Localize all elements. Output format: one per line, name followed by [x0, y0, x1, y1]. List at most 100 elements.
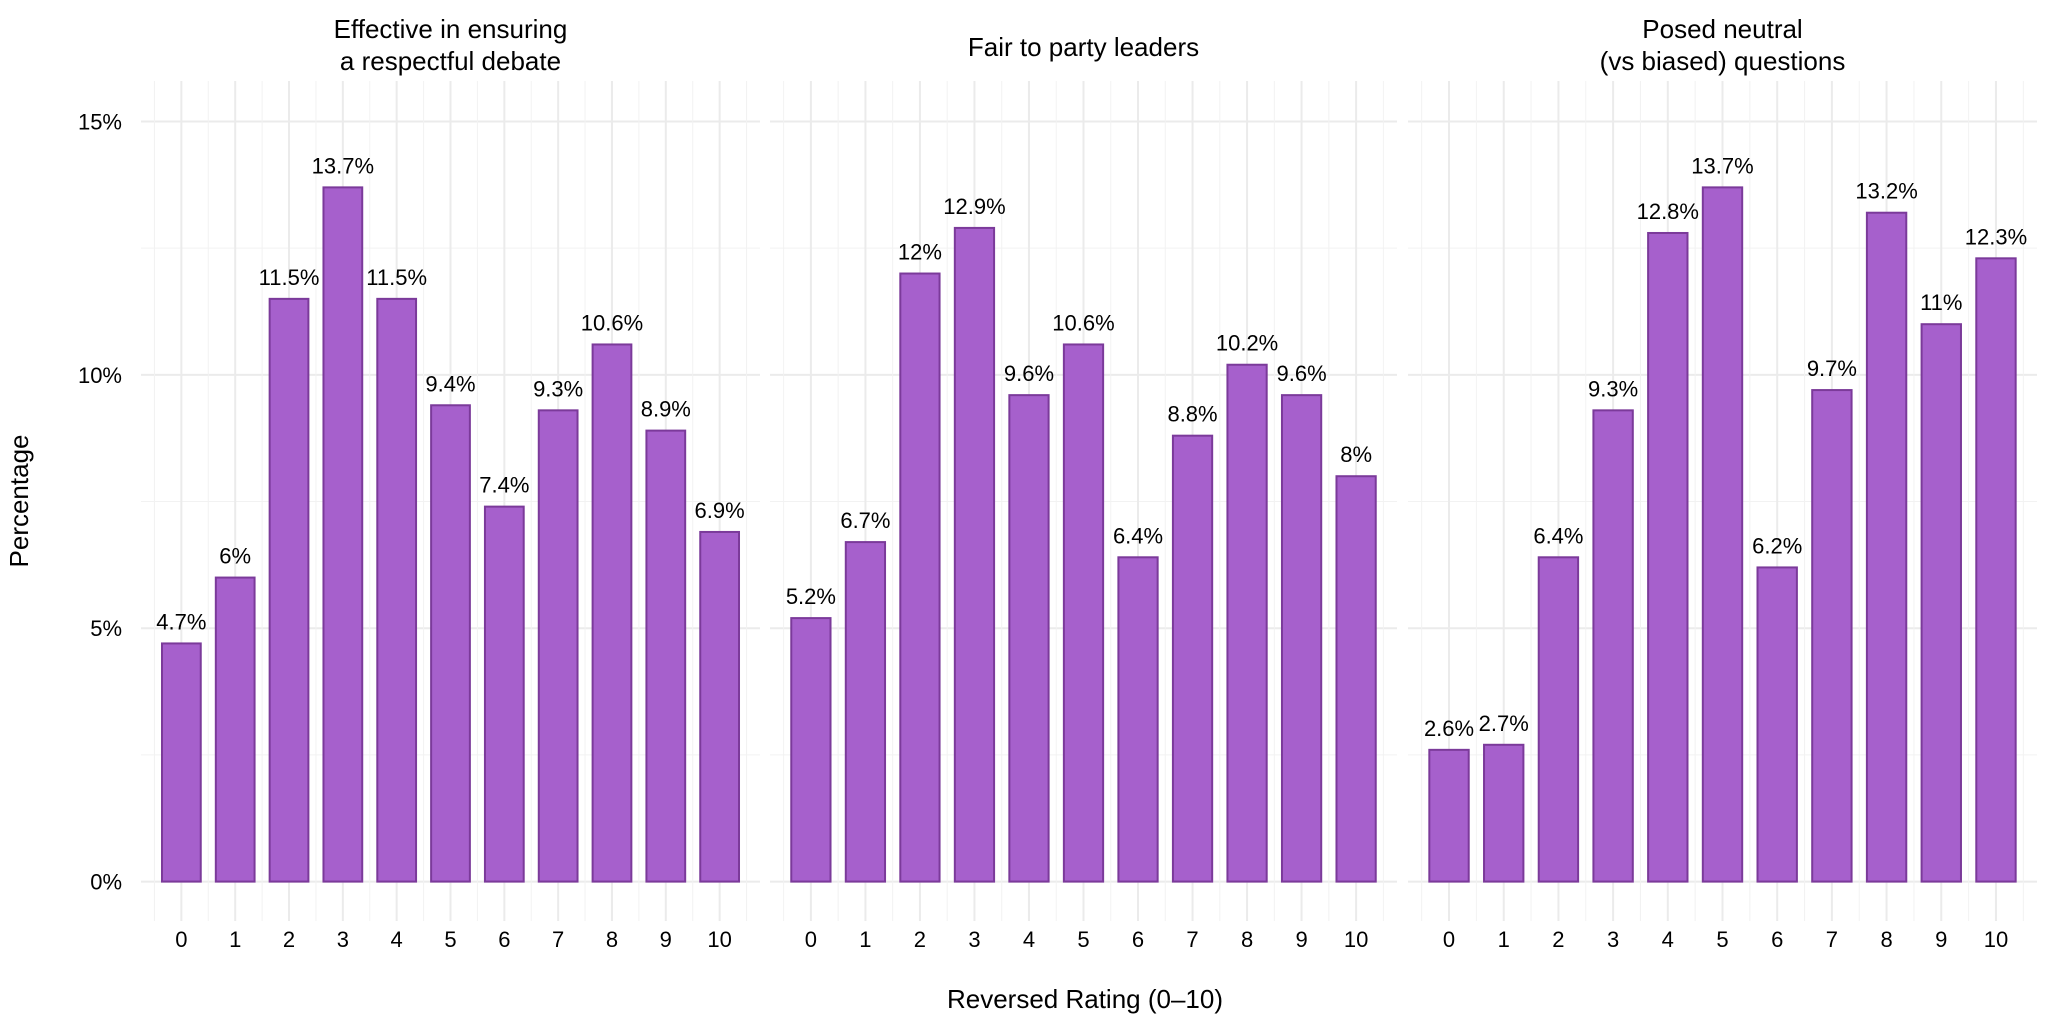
bar: [268, 297, 310, 883]
x-tick-label: 0: [175, 927, 187, 952]
data-label: 6.4%: [1533, 523, 1583, 548]
data-label: 9.6%: [1004, 361, 1054, 386]
data-label: 12%: [898, 240, 942, 265]
x-tick-label: 5: [1077, 927, 1089, 952]
x-tick-label: 6: [1771, 927, 1783, 952]
x-tick-label: 8: [1241, 927, 1253, 952]
data-label: 12.9%: [943, 194, 1005, 219]
bar: [1920, 323, 1962, 883]
y-tick-label: 10%: [78, 363, 122, 388]
bar: [699, 530, 741, 883]
data-label: 10.6%: [581, 310, 643, 335]
data-label: 11.5%: [259, 265, 320, 290]
bar: [537, 409, 579, 883]
data-label: 9.3%: [1588, 376, 1638, 401]
panel-title: Fair to party leaders: [968, 32, 1199, 62]
x-tick-label: 3: [968, 927, 980, 952]
panel-title: Posed neutral: [1642, 14, 1802, 44]
data-label: 6.4%: [1113, 523, 1163, 548]
bar: [1865, 211, 1908, 883]
data-label: 6.2%: [1752, 533, 1802, 558]
x-tick-label: 6: [1132, 927, 1144, 952]
y-axis-label: Percentage: [4, 435, 34, 568]
bar: [844, 541, 887, 883]
bar: [214, 576, 256, 883]
bar: [1975, 257, 2017, 883]
x-tick-label: 4: [391, 927, 403, 952]
data-label: 13.2%: [1855, 179, 1917, 204]
data-label: 10.2%: [1216, 331, 1278, 356]
bar: [1701, 186, 1744, 883]
x-tick-label: 10: [707, 927, 731, 952]
bar: [1428, 748, 1470, 883]
bar: [1537, 556, 1580, 883]
data-label: 5.2%: [786, 584, 836, 609]
y-tick-label: 15%: [78, 110, 122, 135]
bar: [953, 226, 996, 883]
x-tick-label: 1: [1498, 927, 1510, 952]
y-tick-label: 5%: [90, 616, 122, 641]
data-label: 9.3%: [533, 376, 583, 401]
bar: [1647, 231, 1689, 883]
data-label: 8.8%: [1167, 402, 1217, 427]
x-tick-label: 8: [1880, 927, 1892, 952]
x-tick-label: 2: [914, 927, 926, 952]
x-tick-label: 10: [1344, 927, 1368, 952]
data-label: 11.5%: [366, 265, 427, 290]
y-tick-label: 0%: [90, 870, 122, 895]
bar: [1811, 389, 1853, 883]
x-tick-label: 0: [1443, 927, 1455, 952]
panel-title: Effective in ensuring: [334, 14, 568, 44]
x-tick-label: 4: [1023, 927, 1035, 952]
bar: [160, 642, 202, 883]
x-tick-label: 1: [859, 927, 871, 952]
x-tick-label: 2: [283, 927, 295, 952]
data-label: 6.9%: [695, 498, 745, 523]
data-label: 2.7%: [1479, 711, 1529, 736]
x-tick-label: 7: [1186, 927, 1198, 952]
data-label: 4.7%: [156, 609, 206, 634]
bar: [645, 429, 687, 883]
bar: [1008, 394, 1050, 883]
x-axis-label: Reversed Rating (0–10): [947, 984, 1223, 1014]
data-label: 6%: [219, 544, 251, 569]
x-tick-label: 1: [229, 927, 241, 952]
x-tick-label: 10: [1984, 927, 2008, 952]
panel-title: (vs biased) questions: [1600, 46, 1846, 76]
data-label: 9.4%: [425, 371, 475, 396]
x-tick-label: 4: [1662, 927, 1674, 952]
panel-2: Fair to party leaders 5.2% 0 6.7% 1 12% 2 12.9%…: [770, 32, 1397, 952]
bar: [1592, 409, 1634, 883]
bar: [1756, 566, 1798, 883]
x-tick-label: 9: [1295, 927, 1307, 952]
x-tick-label: 7: [1826, 927, 1838, 952]
bar: [1226, 363, 1268, 883]
data-label: 8.9%: [641, 397, 691, 422]
bar: [591, 343, 633, 883]
bar: [1335, 475, 1377, 883]
x-tick-label: 5: [444, 927, 456, 952]
bar: [1483, 743, 1525, 883]
x-tick-label: 9: [1935, 927, 1947, 952]
data-label: 11%: [1920, 290, 1962, 315]
data-label: 10.6%: [1052, 310, 1114, 335]
x-tick-label: 2: [1552, 927, 1564, 952]
x-tick-label: 6: [498, 927, 510, 952]
x-tick-label: 3: [1607, 927, 1619, 952]
bar: [1062, 343, 1105, 883]
data-label: 8%: [1340, 442, 1372, 467]
bar: [322, 186, 364, 883]
x-tick-label: 5: [1716, 927, 1728, 952]
bar: [1280, 394, 1323, 883]
bar: [1171, 434, 1214, 883]
data-label: 13.7%: [1691, 153, 1753, 178]
x-tick-label: 8: [606, 927, 618, 952]
panel-title: a respectful debate: [340, 46, 561, 76]
bar: [790, 617, 832, 883]
data-label: 9.7%: [1807, 356, 1857, 381]
data-label: 13.7%: [312, 153, 374, 178]
data-label: 2.6%: [1424, 716, 1474, 741]
data-label: 12.3%: [1965, 224, 2027, 249]
